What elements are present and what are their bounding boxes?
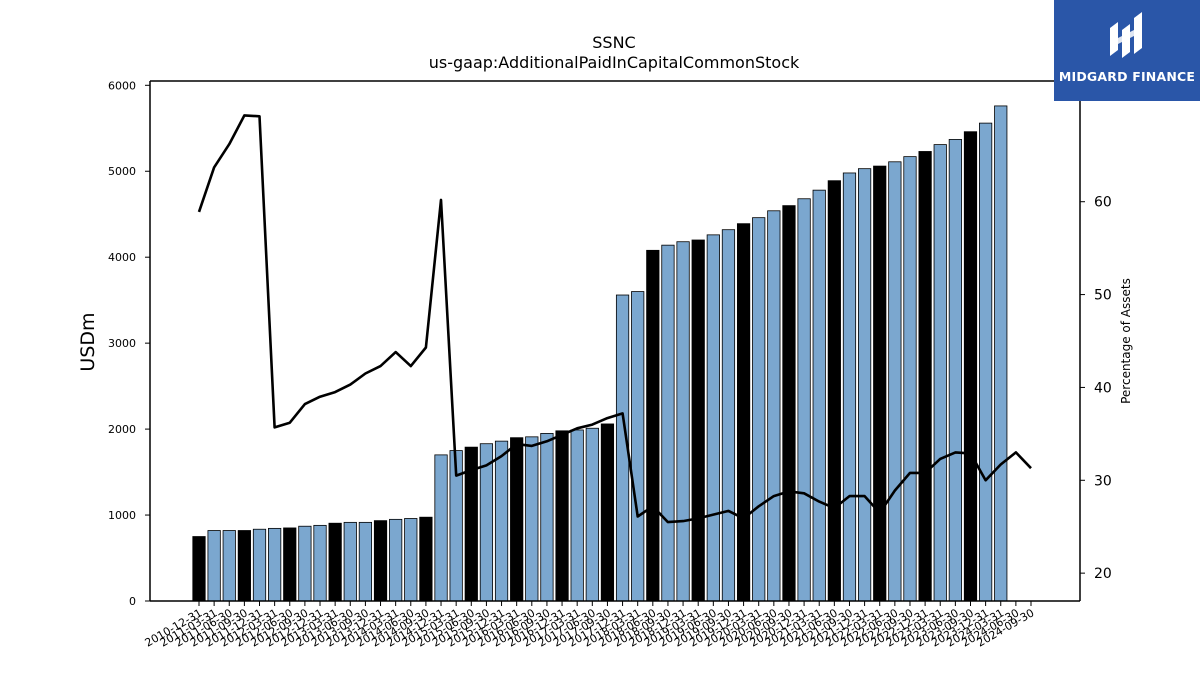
- y-tick-label: 1000: [108, 509, 136, 522]
- y-axis-label: USDm: [77, 312, 99, 371]
- bar: [721, 229, 736, 602]
- y-tick-label: 6000: [108, 79, 136, 92]
- y2-tick-label: 60: [1094, 195, 1112, 211]
- bar: [812, 189, 826, 602]
- bar: [631, 291, 645, 602]
- y2-tick-label: 50: [1094, 288, 1112, 304]
- bar: [691, 239, 705, 602]
- chart-subtitle: us-gaap:AdditionalPaidInCapitalCommonSto…: [429, 53, 800, 72]
- bar: [752, 217, 766, 602]
- y2-tick-label: 40: [1094, 380, 1112, 396]
- bar: [192, 536, 206, 602]
- bar: [661, 244, 675, 602]
- bar: [767, 210, 781, 602]
- chart-title: SSNC: [592, 33, 635, 52]
- y-tick-label: 2000: [108, 423, 136, 436]
- bar: [600, 423, 615, 602]
- bar: [585, 427, 599, 602]
- bar-series: [192, 105, 1008, 602]
- bar: [373, 520, 388, 602]
- bar: [525, 436, 539, 602]
- bar: [494, 440, 509, 602]
- y2-tick-label: 20: [1094, 566, 1112, 582]
- pct-assets-line: [197, 114, 1032, 524]
- bar: [918, 151, 932, 602]
- y2-axis-label: Percentage of Assets: [1119, 278, 1133, 404]
- bar: [328, 522, 342, 602]
- bar: [963, 131, 978, 602]
- bar: [343, 521, 357, 602]
- bar: [782, 205, 796, 602]
- bar: [252, 528, 267, 602]
- y2-tick-label: 30: [1094, 473, 1112, 489]
- y-tick-label: 4000: [108, 251, 136, 264]
- y-tick-label: 5000: [108, 165, 136, 178]
- bar: [313, 524, 327, 602]
- bar: [434, 454, 448, 602]
- bar: [857, 168, 872, 602]
- bar: [358, 521, 373, 602]
- y-tick-label: 3000: [108, 337, 136, 350]
- bar: [419, 516, 433, 602]
- bar: [706, 234, 720, 602]
- bar: [207, 530, 221, 602]
- bar: [979, 122, 993, 602]
- bar: [842, 172, 857, 602]
- bar: [736, 223, 751, 602]
- bar: [827, 180, 841, 602]
- y-tick-label: 0: [129, 595, 136, 608]
- bar: [268, 527, 282, 602]
- bar: [570, 429, 584, 602]
- bar: [222, 530, 236, 602]
- bar: [888, 161, 902, 602]
- brand-mark-icon: [1110, 12, 1142, 58]
- brand-name: MIDGARD FINANCE: [1058, 69, 1196, 84]
- bar: [510, 437, 524, 602]
- bar: [676, 241, 690, 602]
- bar: [389, 518, 403, 602]
- bar: [797, 198, 811, 602]
- brand-logo: MIDGARD FINANCE: [1054, 0, 1200, 101]
- bar: [994, 105, 1008, 602]
- bar: [646, 249, 660, 602]
- axes: 010002000300040005000600020304050602010-…: [108, 79, 1112, 649]
- bar: [283, 527, 297, 602]
- bar: [555, 430, 569, 602]
- bar: [903, 156, 917, 602]
- bar: [948, 139, 962, 602]
- bar: [873, 165, 887, 602]
- line-series: [197, 114, 1032, 524]
- bar: [540, 432, 554, 602]
- bar: [298, 525, 312, 602]
- bar: [237, 530, 251, 602]
- bar: [404, 518, 418, 602]
- bar: [933, 144, 947, 602]
